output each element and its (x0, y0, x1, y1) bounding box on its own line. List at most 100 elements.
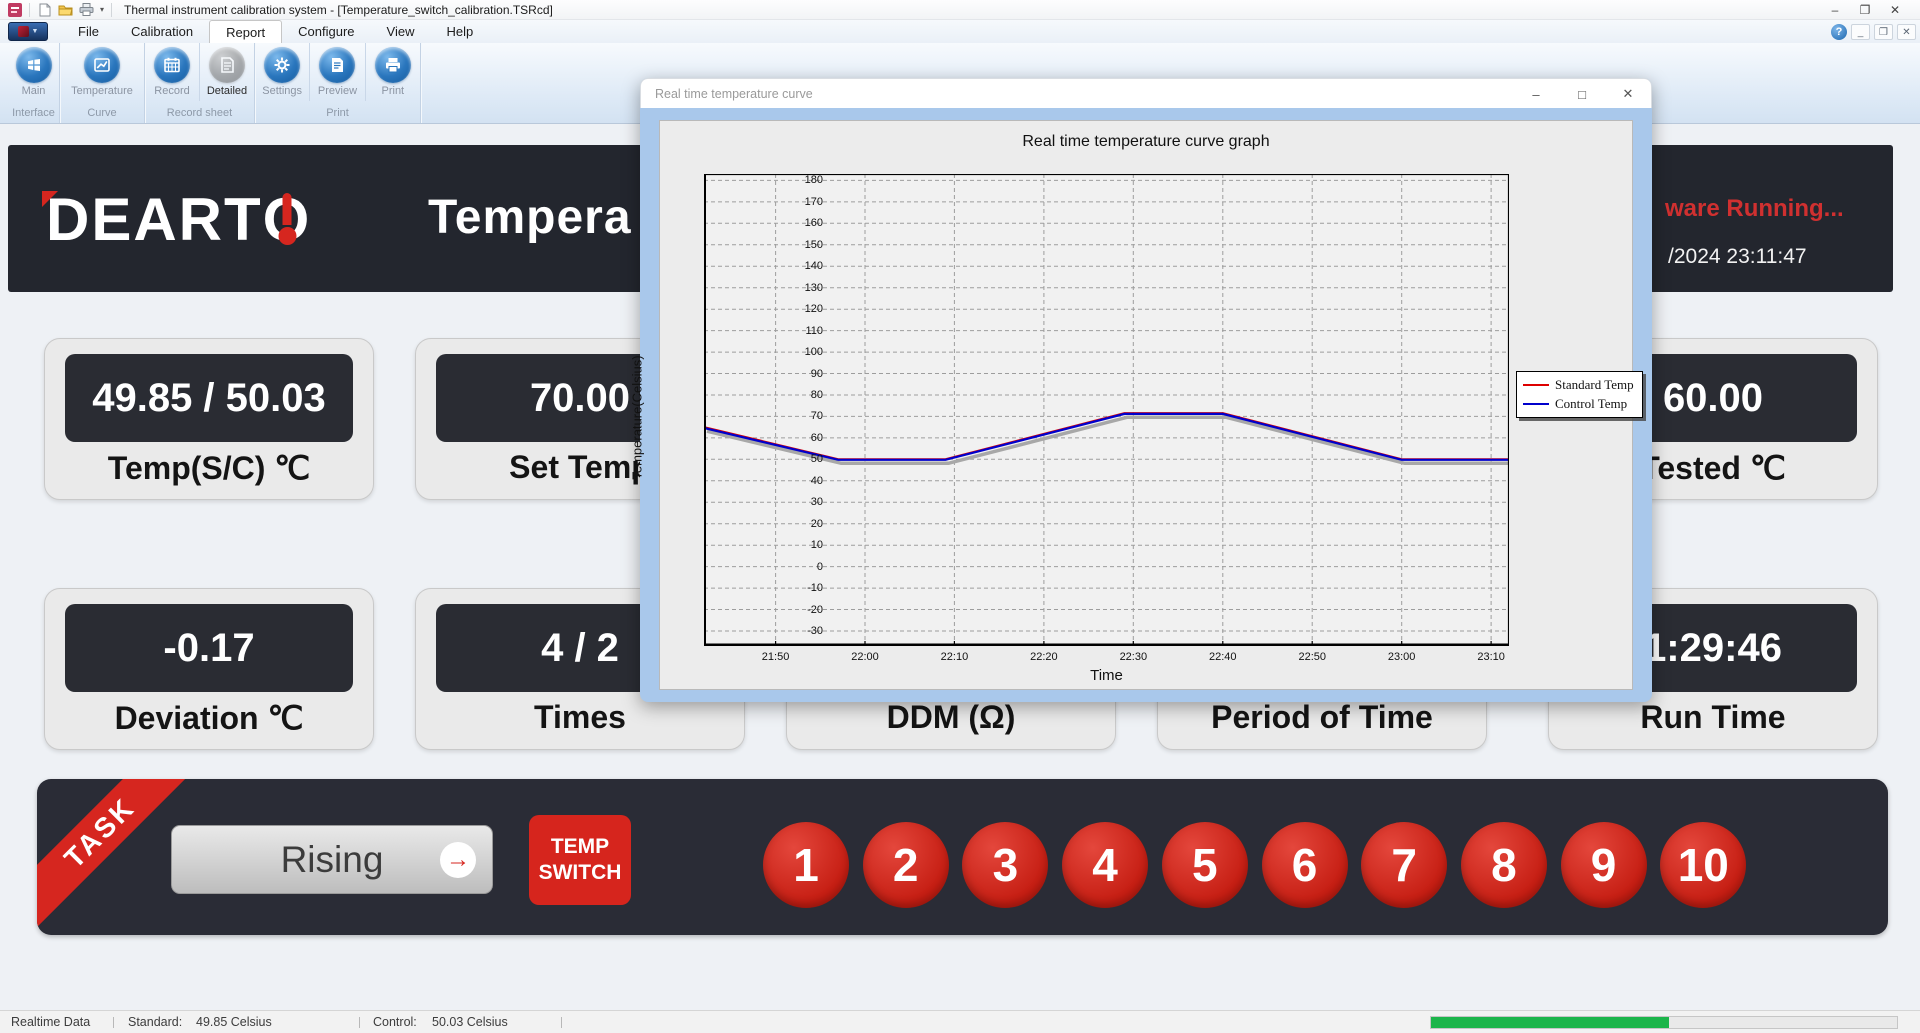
ribbon-button-label: Settings (262, 85, 303, 97)
task-step-1[interactable]: 1 (763, 822, 849, 908)
menu-item-file[interactable]: File (78, 24, 99, 39)
card-times-label: Times (534, 699, 626, 735)
ribbon-button-settings[interactable]: Settings (255, 43, 309, 101)
print-quick-icon[interactable] (79, 3, 94, 17)
task-step-10[interactable]: 10 (1660, 822, 1747, 908)
legend-label: Control Temp (1555, 396, 1628, 411)
ribbon-button-label: Preview (317, 85, 358, 97)
x-tick-label: 22:10 (940, 651, 969, 663)
thermometer-icon (278, 193, 296, 245)
ribbon-button-temperature[interactable]: Temperature (60, 43, 144, 101)
menu-item-report[interactable]: Report (209, 20, 283, 43)
header-title-fragment: Tempera (428, 191, 632, 244)
ribbon-button-label: Main (21, 85, 46, 97)
window-close-button[interactable]: ✕ (1889, 3, 1901, 17)
y-tick-label: 70 (810, 410, 823, 423)
task-step-6[interactable]: 6 (1261, 822, 1348, 908)
temp-switch-button[interactable]: TEMP SWITCH (529, 815, 631, 905)
card-set-temp-value: 70.00 (529, 375, 631, 420)
chart-title: Real time temperature curve graph (1022, 133, 1270, 150)
child-restore-button[interactable]: ❐ (1874, 24, 1893, 40)
ribbon-button-preview[interactable]: Preview (309, 43, 364, 101)
statusbar-control-label: Control: (373, 1015, 417, 1029)
ribbon-group-record-sheet: Record Detailed Record sheet (145, 43, 255, 123)
menu-item-view[interactable]: View (386, 24, 415, 39)
x-tick-label: 22:00 (851, 651, 879, 663)
statusbar-standard-value: 49.85 Celsius (196, 1015, 272, 1029)
menu-items: File Calibration Report Configure View Help (62, 20, 489, 43)
help-icon[interactable]: ? (1831, 24, 1847, 40)
mode-label: Rising (280, 838, 384, 880)
ribbon-button-record[interactable]: Record (145, 43, 199, 101)
task-step-2[interactable]: 2 (862, 822, 949, 908)
card-deviation: -0.17 Deviation ℃ (44, 588, 374, 750)
titlebar-separator (29, 2, 30, 17)
card-run-time-value: 1:29:46 (1644, 625, 1782, 670)
y-tick-label: 170 (804, 195, 823, 208)
y-tick-label: 80 (810, 388, 823, 401)
statusbar-control-value: 50.03 Celsius (432, 1015, 508, 1029)
legend-line-swatch (1523, 403, 1549, 405)
y-tick-label: 90 (810, 367, 823, 380)
x-tick-label: 23:10 (1477, 651, 1505, 663)
logo-last-letter: O (263, 185, 312, 254)
ribbon-button-main[interactable]: Main (8, 43, 59, 101)
chevron-down-icon: ▼ (31, 28, 39, 35)
y-tick-label: -20 (807, 603, 823, 616)
y-tick-label: 60 (810, 431, 823, 444)
window-restore-button[interactable]: ❐ (1859, 3, 1871, 17)
window-title: Thermal instrument calibration system - … (124, 2, 553, 17)
ribbon-group-interface: Main Interface (8, 43, 60, 123)
task-step-5[interactable]: 5 (1161, 822, 1248, 908)
task-step-9[interactable]: 9 (1560, 822, 1647, 908)
progress-bar-fill (1431, 1017, 1669, 1028)
ribbon-group-label: Print (326, 107, 349, 119)
arrow-right-icon: → (440, 841, 476, 878)
legend-label: Standard Temp (1555, 377, 1634, 392)
new-document-icon[interactable] (37, 3, 52, 17)
chart-y-axis-label: Temperature(Celsius) (629, 355, 645, 480)
ribbon-button-label: Print (381, 85, 405, 97)
ribbon-button-label: Record (154, 85, 190, 97)
print-icon (374, 47, 411, 83)
window-titlebar[interactable]: ▾ Thermal instrument calibration system … (0, 0, 1920, 20)
progress-bar (1430, 1016, 1898, 1029)
open-folder-icon[interactable] (58, 3, 73, 17)
task-step-8[interactable]: 8 (1460, 822, 1547, 908)
application-button[interactable]: ▼ (8, 22, 48, 41)
popup-titlebar[interactable]: Real time temperature curve – □ ✕ (640, 78, 1652, 108)
popup-minimize-button[interactable]: – (1532, 86, 1540, 102)
temp-switch-label-1: TEMP (550, 834, 610, 858)
task-bar: TASK Rising → TEMP SWITCH 1 2 3 4 5 6 7 8 9 10 (37, 779, 1888, 935)
application-button-logo-icon (17, 26, 29, 37)
chart-legend: Standard Temp Control Temp (1516, 371, 1643, 418)
y-tick-label: 150 (804, 238, 823, 251)
logo-red-accent (42, 191, 58, 207)
child-minimize-button[interactable]: _ (1851, 24, 1870, 40)
card-deviation-display: -0.17 (65, 604, 353, 692)
task-step-7[interactable]: 7 (1361, 822, 1448, 908)
popup-close-button[interactable]: ✕ (1622, 86, 1634, 101)
task-step-4[interactable]: 4 (1062, 822, 1149, 908)
menu-item-configure[interactable]: Configure (298, 24, 355, 39)
chart-panel: Real time temperature curve graph Temper… (630, 120, 1643, 690)
task-step-3[interactable]: 3 (962, 822, 1049, 908)
y-tick-label: 30 (810, 496, 823, 509)
x-tick-label: 22:30 (1119, 651, 1148, 663)
popup-restore-button[interactable]: □ (1578, 86, 1586, 102)
card-set-temp-label: Set Temp (509, 449, 651, 485)
card-temp-sc-value: 49.85 / 50.03 (92, 375, 326, 420)
menu-item-calibration[interactable]: Calibration (130, 24, 194, 39)
ribbon-button-detailed[interactable]: Detailed (199, 43, 254, 101)
statusbar-separator (561, 1017, 562, 1028)
mode-rising-button[interactable]: Rising → (171, 825, 493, 894)
y-tick-label: 120 (804, 303, 823, 316)
menu-item-help[interactable]: Help (446, 24, 474, 39)
quick-access-dropdown-icon[interactable]: ▾ (100, 5, 105, 14)
ribbon-button-label: Temperature (71, 85, 133, 97)
window-minimize-button[interactable]: – (1831, 3, 1839, 17)
card-tested-label: Tested ℃ (1640, 450, 1786, 486)
child-close-button[interactable]: ✕ (1897, 24, 1916, 40)
card-temp-sc-label: Temp(S/C) ℃ (107, 450, 311, 486)
ribbon-button-print[interactable]: Print (364, 43, 420, 101)
